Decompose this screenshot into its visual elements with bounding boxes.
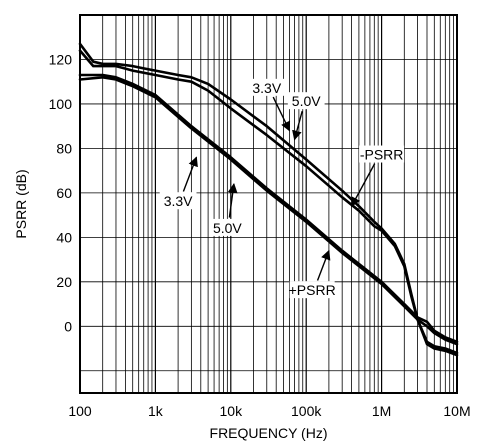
annotation-arrow — [350, 163, 376, 208]
annotation-label-bg — [159, 192, 197, 210]
y-tick-label: 20 — [56, 274, 72, 290]
annotation-label-bg — [208, 218, 246, 236]
annotation-label: 5.0V — [292, 93, 321, 109]
x-tick-label: 10M — [443, 403, 470, 419]
annotation-label-bg — [248, 78, 286, 96]
annotation-label: 3.3V — [164, 193, 193, 209]
annotation-arrow — [272, 96, 291, 132]
annotation-label: 3.3V — [252, 80, 281, 96]
series-line-3 — [78, 76, 459, 346]
annotation-arrow — [227, 183, 238, 218]
series-layer — [78, 42, 459, 357]
y-tick-label: 60 — [56, 185, 72, 201]
annotation-label: +PSRR — [289, 282, 336, 298]
annotation-arrow — [292, 111, 303, 141]
annotation-layer: 3.3V 5.0V -PSRR 3.3V 5.0V +PSRR — [159, 78, 405, 299]
series-line-4 — [78, 73, 459, 344]
annotation-arrow — [316, 249, 331, 281]
annotation-label-bg — [359, 145, 405, 163]
x-tick-label: 10k — [220, 403, 244, 419]
annotation-label-bg — [287, 92, 325, 110]
y-tick-label: 80 — [56, 140, 72, 156]
y-tick-label: 40 — [56, 229, 72, 245]
x-tick-label: 1M — [372, 403, 391, 419]
annotation-label-bg — [289, 281, 335, 299]
x-tick-label: 100k — [291, 403, 322, 419]
y-tick-label: 120 — [49, 51, 73, 67]
plot-frame — [79, 14, 458, 394]
annotation-label: -PSRR — [360, 147, 404, 163]
annotation-arrow — [182, 156, 198, 192]
y-tick-label: 100 — [49, 96, 73, 112]
y-axis-label: PSRR (dB) — [13, 169, 29, 238]
tick-label-layer: 100 1k 10k 100k 1M 10M 120 100 80 60 40 20 0 — [49, 51, 471, 419]
y-tick-label: 0 — [64, 318, 72, 334]
x-axis-label: FREQUENCY (Hz) — [210, 425, 328, 441]
x-tick-label: 1k — [148, 403, 164, 419]
x-tick-label: 100 — [68, 403, 92, 419]
annotation-label: 5.0V — [213, 220, 242, 236]
